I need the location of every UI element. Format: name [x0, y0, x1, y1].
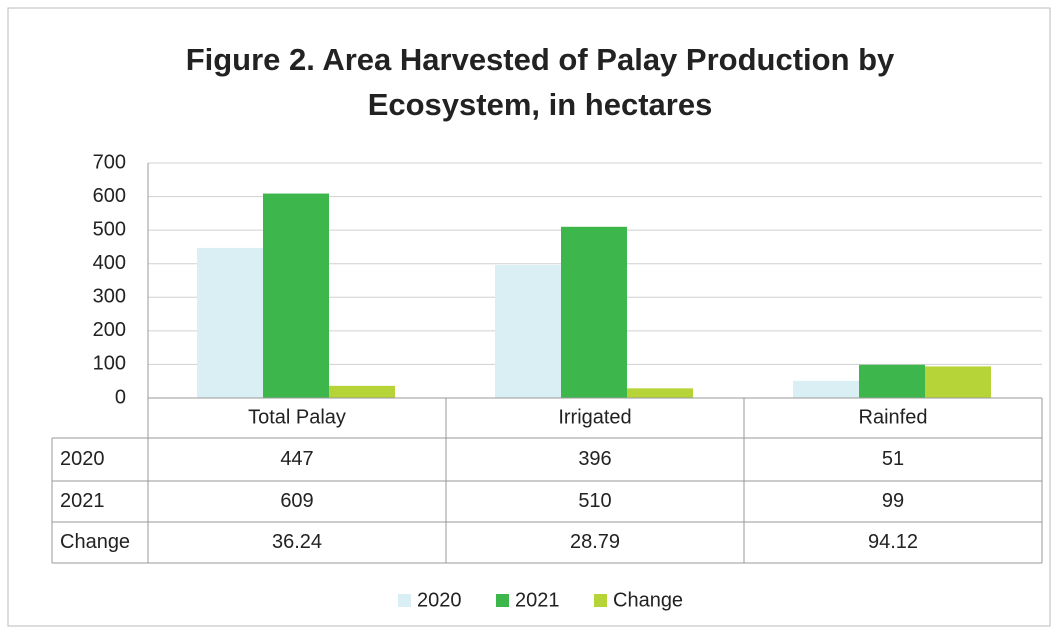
y-tick-label: 500	[93, 218, 126, 240]
bar	[627, 388, 693, 398]
table-row-label: Change	[60, 531, 130, 553]
x-tick-label: Rainfed	[859, 406, 928, 428]
legend-label: 2020	[417, 589, 462, 611]
bar	[197, 247, 263, 398]
bar	[329, 385, 395, 398]
table-cell: 51	[882, 448, 904, 470]
legend-swatch	[496, 594, 509, 607]
table-cell: 94.12	[868, 531, 918, 553]
chart-title: Figure 2. Area Harvested of Palay Produc…	[186, 42, 895, 77]
table-cell: 447	[280, 448, 313, 470]
legend-swatch	[594, 594, 607, 607]
bar	[263, 193, 329, 398]
table-row-label: 2021	[60, 490, 105, 512]
bar	[495, 265, 561, 398]
legend-label: 2021	[515, 589, 560, 611]
y-tick-label: 600	[93, 185, 126, 207]
table-cell: 609	[280, 490, 313, 512]
table-cell: 99	[882, 490, 904, 512]
x-tick-label: Total Palay	[248, 406, 346, 428]
bar	[925, 366, 991, 398]
table-row-label: 2020	[60, 448, 105, 470]
y-tick-label: 700	[93, 151, 126, 173]
y-tick-label: 400	[93, 252, 126, 274]
bar	[561, 226, 627, 398]
table-cell: 28.79	[570, 531, 620, 553]
y-tick-label: 200	[93, 319, 126, 341]
y-tick-label: 100	[93, 353, 126, 375]
legend-swatch	[398, 594, 411, 607]
x-tick-label: Irrigated	[558, 406, 631, 428]
chart-subtitle: Ecosystem, in hectares	[368, 87, 713, 122]
legend-label: Change	[613, 589, 683, 611]
table-cell: 36.24	[272, 531, 322, 553]
y-tick-label: 0	[115, 386, 126, 408]
bar	[859, 364, 925, 398]
table-cell: 396	[578, 448, 611, 470]
table-cell: 510	[578, 490, 611, 512]
y-tick-label: 300	[93, 286, 126, 308]
bar	[793, 380, 859, 398]
